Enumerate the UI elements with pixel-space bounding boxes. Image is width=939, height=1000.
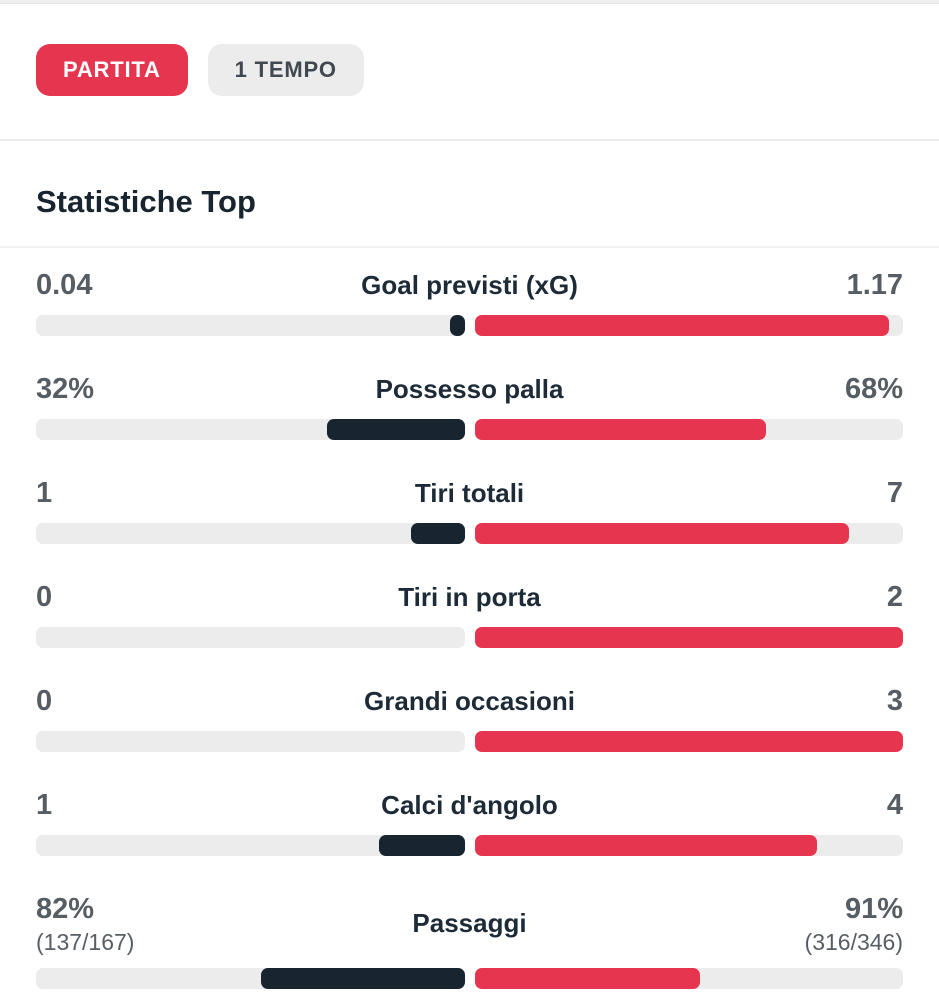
away-bar-fill [474, 967, 700, 989]
stat-label: Calci d'angolo [381, 790, 558, 821]
stat-bar [36, 967, 903, 989]
home-bar-track [36, 731, 465, 753]
stat-bar [36, 419, 903, 441]
stat-header: 1 Calci d'angolo 4 [36, 790, 903, 821]
away-value-main: 3 [886, 685, 904, 718]
away-bar-track [474, 627, 903, 649]
away-bar-fill [474, 835, 818, 857]
away-value-main: 7 [886, 477, 903, 510]
stat-row: 0 Tiri in porta 2 [36, 582, 903, 649]
stat-header: 82% (137/167) Passaggi 91% (316/346) [36, 894, 903, 954]
home-bar-track [36, 627, 465, 649]
away-bar-track [474, 523, 903, 545]
home-value: 0 [36, 582, 388, 612]
stat-label: Grandi occasioni [364, 686, 575, 717]
period-tabs: PARTITA 1 TEMPO [36, 44, 903, 96]
stat-label: Tiri totali [414, 478, 525, 509]
stat-bar [36, 315, 903, 337]
stat-header: 32% Possesso palla 68% [36, 374, 903, 405]
home-bar-track [36, 967, 465, 989]
away-value-main: 1.17 [846, 269, 904, 302]
stat-row: 82% (137/167) Passaggi 91% (316/346) [36, 894, 903, 989]
away-value-main: 4 [886, 789, 903, 822]
stat-label: Tiri in porta [398, 582, 541, 613]
away-value: 1.17 [588, 270, 903, 300]
away-bar-track [474, 967, 903, 989]
away-value: 68% [573, 374, 903, 404]
away-bar-fill [474, 315, 889, 337]
stat-header: 0.04 Goal previsti (xG) 1.17 [36, 270, 903, 301]
stat-bar [36, 731, 903, 753]
home-bar-track [36, 419, 465, 441]
top-divider [0, 0, 939, 4]
home-value-main: 0.04 [36, 269, 93, 302]
away-value: 7 [534, 478, 903, 508]
home-bar-fill [261, 967, 465, 989]
stat-bar [36, 835, 903, 857]
tab-partita[interactable]: PARTITA [36, 44, 188, 96]
away-value-detail: (316/346) [804, 928, 904, 955]
home-value-main: 0 [36, 685, 53, 718]
home-bar-fill [450, 315, 465, 337]
away-bar-track [474, 419, 903, 441]
stat-bar [36, 627, 903, 649]
stat-row: 32% Possesso palla 68% [36, 374, 903, 441]
home-value: 1 [36, 478, 405, 508]
stat-bar [36, 523, 903, 545]
home-value-main: 1 [36, 789, 53, 822]
stat-label: Possesso palla [375, 374, 564, 405]
away-bar-fill [474, 523, 850, 545]
home-bar-track [36, 315, 465, 337]
away-value: 2 [551, 582, 903, 612]
page-title: Statistiche Top [36, 184, 256, 219]
title-divider [0, 246, 939, 249]
stat-row: 0 Grandi occasioni 3 [36, 686, 903, 753]
away-value: 91% (316/346) [537, 894, 903, 954]
home-bar-track [36, 835, 465, 857]
home-value-detail: (137/167) [36, 928, 135, 955]
home-value-main: 82% [36, 893, 95, 926]
home-value-main: 1 [36, 477, 53, 510]
away-value-main: 91% [844, 893, 904, 926]
stat-header: 0 Tiri in porta 2 [36, 582, 903, 613]
home-bar-track [36, 523, 465, 545]
stat-row: 1 Calci d'angolo 4 [36, 790, 903, 857]
stat-header: 0 Grandi occasioni 3 [36, 686, 903, 717]
home-value: 32% [36, 374, 366, 404]
away-bar-fill [474, 731, 903, 753]
stat-label: Passaggi [412, 908, 527, 939]
home-bar-fill [410, 523, 465, 545]
home-value: 1 [36, 790, 371, 820]
home-value: 82% (137/167) [36, 894, 402, 954]
stats-list: 0.04 Goal previsti (xG) 1.17 32% Possesso pa… [0, 270, 939, 1000]
away-bar-track [474, 731, 903, 753]
away-bar-fill [474, 419, 766, 441]
tab-1-tempo[interactable]: 1 TEMPO [207, 44, 364, 96]
home-value: 0.04 [36, 270, 351, 300]
stat-row: 0.04 Goal previsti (xG) 1.17 [36, 270, 903, 337]
home-value-main: 0 [36, 581, 53, 614]
away-bar-track [474, 315, 903, 337]
away-value-main: 68% [844, 373, 904, 406]
home-value-main: 32% [36, 373, 95, 406]
home-bar-fill [378, 835, 465, 857]
away-value: 3 [585, 686, 903, 716]
away-bar-fill [474, 627, 903, 649]
away-value-main: 2 [886, 581, 903, 614]
stat-header: 1 Tiri totali 7 [36, 478, 903, 509]
away-value: 4 [568, 790, 903, 820]
tabs-divider [0, 139, 939, 141]
stat-row: 1 Tiri totali 7 [36, 478, 903, 545]
home-value: 0 [36, 686, 354, 716]
stat-label: Goal previsti (xG) [361, 270, 578, 301]
home-bar-fill [327, 419, 465, 441]
away-bar-track [474, 835, 903, 857]
